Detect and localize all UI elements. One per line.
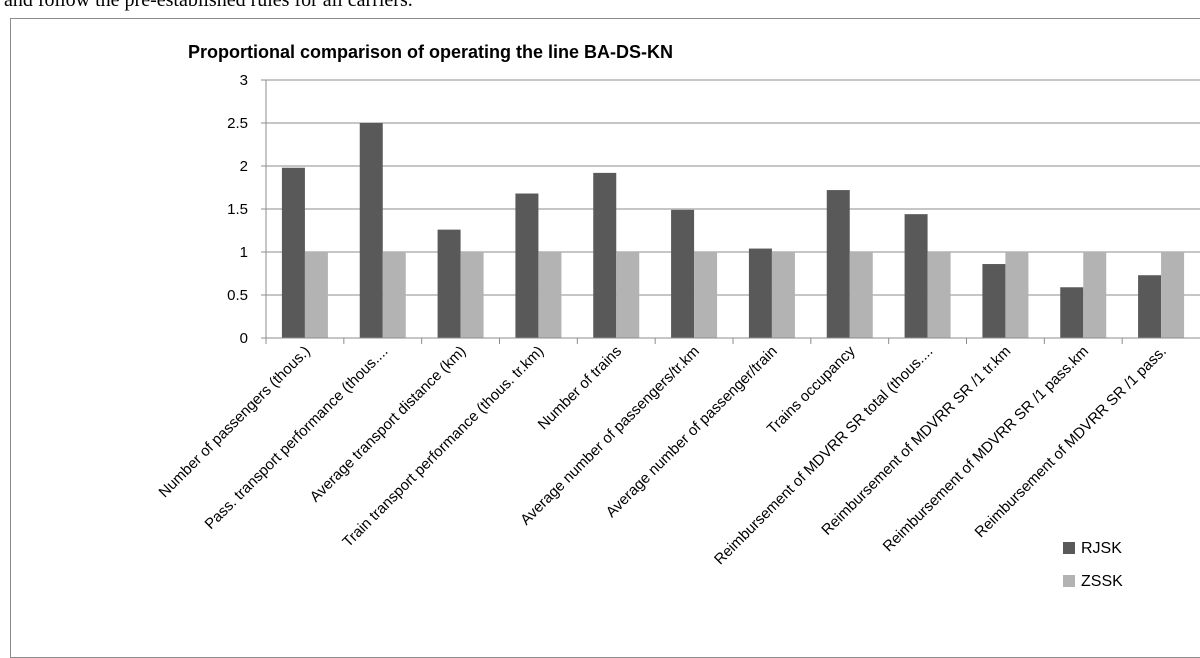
- bar-zssk: [304, 252, 328, 338]
- y-tick-label: 2: [240, 158, 248, 175]
- legend-label-rjsk: RJSK: [1081, 540, 1122, 557]
- y-tick-label: 3: [240, 72, 248, 89]
- bar-zssk: [1083, 252, 1107, 338]
- bar-rjsk: [1060, 287, 1084, 338]
- bar-chart: Proportional comparison of operating the…: [156, 42, 1200, 590]
- bar-zssk: [538, 252, 562, 338]
- x-tick-label: Average number of passenger/train: [603, 343, 781, 521]
- bar-zssk: [460, 252, 484, 338]
- y-tick-label: 1: [240, 244, 248, 261]
- y-tick-label: 0: [240, 330, 248, 347]
- bars: [281, 123, 1185, 338]
- bar-zssk: [849, 252, 873, 338]
- x-tick-label: Average transport distance (km): [307, 343, 470, 506]
- bar-zssk: [694, 252, 718, 338]
- x-axis: Number of passengers (thous.)Pass. trans…: [156, 337, 1200, 568]
- bar-zssk: [927, 252, 951, 338]
- y-axis: 0 0.5 1 1.5 2 2.5 3: [227, 72, 267, 347]
- x-tick-label: Number of trains: [535, 343, 625, 433]
- bar-zssk: [616, 252, 640, 338]
- bar-rjsk: [671, 209, 695, 338]
- bar-zssk: [1005, 252, 1029, 338]
- legend: RJSK ZSSK: [1063, 540, 1123, 590]
- bar-zssk: [1161, 252, 1185, 338]
- bar-rjsk: [1138, 275, 1162, 338]
- bar-rjsk: [748, 248, 772, 338]
- bar-rjsk: [281, 167, 305, 338]
- bar-zssk: [771, 252, 795, 338]
- bar-rjsk: [826, 190, 850, 338]
- bar-rjsk: [437, 229, 461, 338]
- bar-rjsk: [515, 193, 539, 338]
- bar-zssk: [382, 252, 406, 338]
- y-tick-label: 0.5: [227, 287, 248, 304]
- y-tick-label: 2.5: [227, 115, 248, 132]
- y-tick-label: 1.5: [227, 201, 248, 218]
- bar-rjsk: [593, 172, 617, 338]
- chart-title: Proportional comparison of operating the…: [188, 42, 673, 62]
- legend-swatch-rjsk: [1063, 542, 1075, 554]
- legend-label-zssk: ZSSK: [1081, 573, 1123, 590]
- x-tick-label: Number of passengers (thous.): [156, 343, 314, 501]
- gridlines: [266, 79, 1200, 339]
- legend-swatch-zssk: [1063, 575, 1075, 587]
- body-text-line: and follow the pre-established rules for…: [4, 0, 413, 11]
- bar-rjsk: [982, 264, 1006, 338]
- bar-rjsk: [904, 214, 928, 338]
- bar-rjsk: [359, 123, 383, 338]
